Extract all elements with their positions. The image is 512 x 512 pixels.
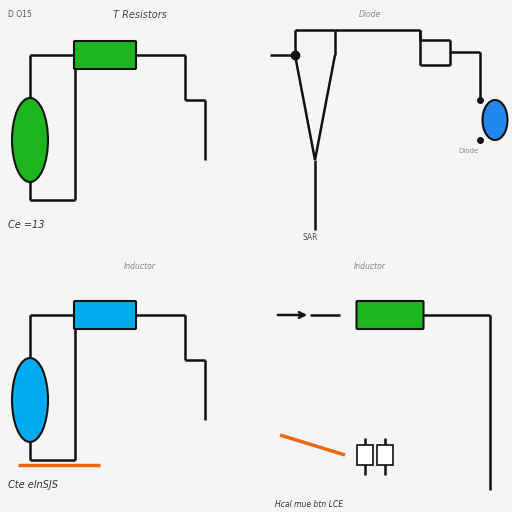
Text: Inductor: Inductor bbox=[354, 262, 386, 271]
Text: Inductor: Inductor bbox=[124, 262, 156, 271]
Text: Hcal mue btn LCE: Hcal mue btn LCE bbox=[275, 500, 343, 509]
FancyBboxPatch shape bbox=[74, 301, 136, 329]
Text: D O15: D O15 bbox=[8, 10, 32, 19]
Text: Ce =13: Ce =13 bbox=[8, 220, 45, 230]
FancyBboxPatch shape bbox=[356, 301, 423, 329]
Text: T Resistors: T Resistors bbox=[113, 10, 167, 20]
FancyBboxPatch shape bbox=[377, 445, 393, 465]
FancyBboxPatch shape bbox=[357, 445, 373, 465]
Text: Diode: Diode bbox=[458, 148, 478, 154]
Text: Diode: Diode bbox=[359, 10, 381, 19]
Ellipse shape bbox=[12, 98, 48, 182]
Ellipse shape bbox=[482, 100, 507, 140]
FancyBboxPatch shape bbox=[74, 41, 136, 69]
Text: Cte elnSJS: Cte elnSJS bbox=[8, 480, 58, 490]
Ellipse shape bbox=[12, 358, 48, 442]
Text: SAR: SAR bbox=[302, 233, 318, 242]
